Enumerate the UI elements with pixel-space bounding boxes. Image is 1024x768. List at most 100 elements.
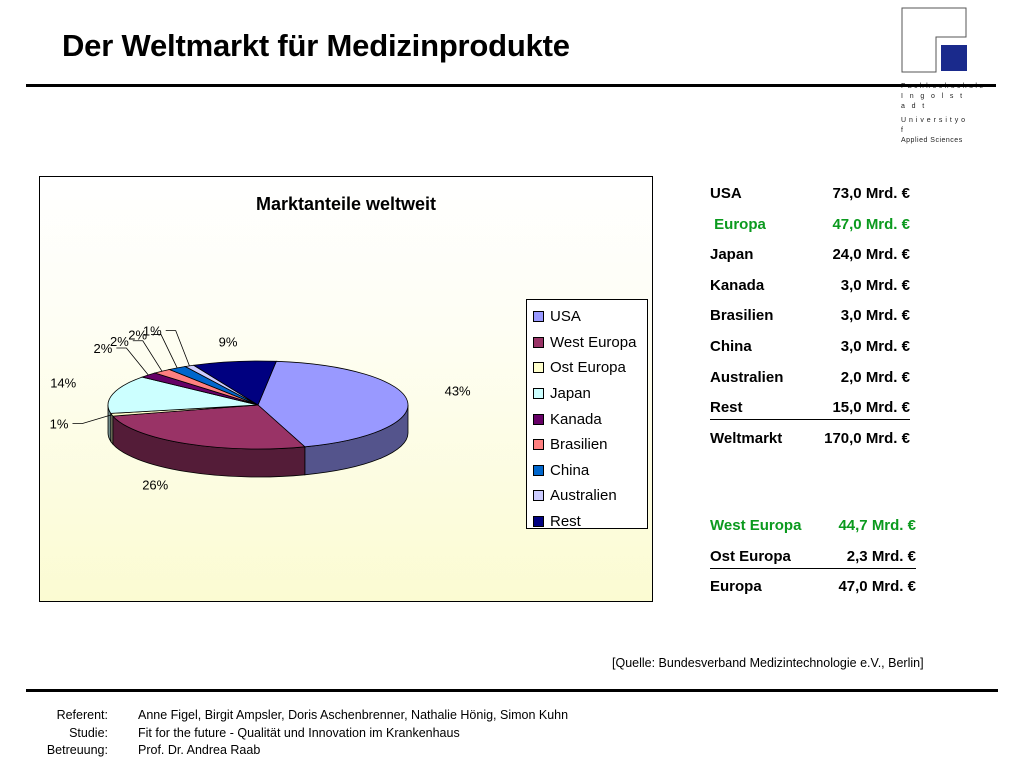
region-value: 47,0 Mrd. €	[832, 215, 910, 233]
leader-line-kanada	[116, 347, 149, 376]
market-row-rest: Rest 15,0 Mrd. €	[710, 399, 910, 421]
region-value: 2,0 Mrd. €	[840, 368, 910, 386]
region-label: West Europa	[710, 517, 802, 534]
pie-slice-west-europa	[112, 404, 306, 450]
legend-item-ost-europa: Ost Europa	[533, 355, 647, 381]
region-label: China	[710, 338, 752, 355]
region-label: Ost Europa	[710, 547, 791, 565]
source-citation: [Quelle: Bundesverband Medizintechnologi…	[612, 656, 924, 670]
legend-swatch	[533, 490, 544, 502]
legend-item-china: China	[533, 458, 647, 484]
region-value: 47,0 Mrd. €	[838, 578, 916, 596]
betreuung-label: Betreuung:	[46, 743, 108, 757]
europe-row-ost-europa: Ost Europa 2,3 Mrd. €	[710, 548, 916, 569]
data-label-australien: 1%	[143, 324, 162, 339]
logo-graphic	[901, 7, 967, 73]
data-label-japan: 14%	[50, 376, 76, 391]
betreuung-name: Prof. Dr. Andrea Raab	[138, 743, 261, 757]
legend-label: West Europa	[550, 333, 637, 351]
europe-row-west-europa: West Europa 44,7 Mrd. €	[710, 517, 916, 537]
legend-label: China	[550, 461, 590, 479]
data-label-rest: 9%	[219, 335, 238, 350]
market-row-europa: Europa 47,0 Mrd. €	[710, 216, 910, 236]
leader-line-ost-europa	[72, 414, 112, 424]
pie-sides	[107, 404, 409, 478]
legend-swatch	[533, 439, 544, 451]
leader-line-australien	[165, 330, 190, 367]
leader-line-china	[151, 334, 178, 369]
legend-item-japan: Japan	[533, 381, 647, 407]
legend-item-kanada: Kanada	[533, 406, 647, 432]
region-value: 2,3 Mrd. €	[846, 547, 916, 565]
legend-label: Ost Europa	[550, 359, 626, 377]
referent-label: Referent:	[56, 708, 108, 722]
legend-label: Brasilien	[550, 436, 608, 454]
region-value: 3,0 Mrd. €	[840, 338, 910, 355]
region-value: 44,7 Mrd. €	[838, 517, 916, 534]
studie-label: Studie:	[69, 725, 108, 740]
region-value: 170,0 Mrd. €	[824, 429, 910, 447]
legend-item-brasilien: Brasilien	[533, 432, 647, 458]
pie-top	[107, 360, 409, 450]
region-label: Kanada	[710, 276, 765, 294]
legend-label: Japan	[550, 385, 591, 403]
market-row-china: China 3,0 Mrd. €	[710, 338, 910, 358]
data-label-usa: 43%	[445, 384, 471, 399]
legend-item-rest: Rest	[533, 509, 647, 535]
region-label: Japan	[710, 246, 754, 264]
region-label: Rest	[710, 399, 743, 417]
market-row-weltmarkt: Weltmarkt 170,0 Mrd. €	[710, 430, 910, 450]
pie-chart-panel: Marktanteile weltweit 43% 26% 1% 14% 2% 2% 2% 1%…	[39, 176, 653, 602]
referent-names: Anne Figel, Birgit Ampsler, Doris Aschen…	[138, 708, 569, 722]
region-value: 3,0 Mrd. €	[840, 307, 910, 325]
legend-swatch	[533, 464, 544, 476]
legend-swatch	[533, 516, 544, 528]
leader-line-brasilien	[132, 340, 163, 372]
header-rule	[26, 84, 996, 87]
footer-rule	[26, 689, 998, 692]
region-value: 3,0 Mrd. €	[840, 276, 910, 294]
footer-labels: Referent: Studie: Betreuung:	[0, 707, 108, 760]
legend-swatch	[533, 388, 544, 400]
region-value: 73,0 Mrd. €	[832, 185, 910, 202]
logo-line-4: Applied Sciences	[901, 137, 963, 144]
region-value: 15,0 Mrd. €	[832, 399, 910, 417]
chart-legend: USA West Europa Ost Europa Japan Kanada Brasi…	[526, 299, 648, 530]
market-row-japan: Japan 24,0 Mrd. €	[710, 246, 910, 266]
region-value: 24,0 Mrd. €	[832, 246, 910, 264]
region-label: Europa	[710, 578, 762, 596]
data-label-brasilien: 2%	[110, 334, 129, 349]
legend-label: Australien	[550, 487, 617, 505]
legend-swatch	[533, 336, 544, 348]
data-label-ost-europa: 1%	[50, 417, 69, 432]
footer-values: Anne Figel, Birgit Ampsler, Doris Aschen…	[138, 707, 568, 760]
region-label: Europa	[710, 215, 766, 233]
legend-swatch	[533, 362, 544, 374]
logo-line-3: U n i v e r s i t y o f	[901, 117, 966, 134]
studie-title: Fit for the future - Qualität und Innova…	[138, 725, 460, 740]
region-label: Weltmarkt	[710, 429, 783, 447]
pie-data-labels: 43%26%1%14%2%2% 2%1%9%	[50, 324, 471, 493]
legend-label: Kanada	[550, 410, 602, 428]
legend-item-west-europa: West Europa	[533, 330, 647, 356]
data-label-china: 2%	[128, 328, 147, 343]
legend-swatch	[533, 311, 544, 323]
pie-slice-usa	[257, 360, 409, 448]
pie-slice-japan	[107, 376, 259, 414]
legend-label: USA	[550, 308, 581, 326]
market-row-australien: Australien 2,0 Mrd. €	[710, 369, 910, 389]
legend-swatch	[533, 413, 544, 425]
region-label: USA	[710, 185, 742, 202]
logo-line-2: I n g o l s t a d t	[901, 93, 965, 110]
market-row-usa: USA 73,0 Mrd. €	[710, 185, 910, 205]
data-label-west-europa: 26%	[142, 477, 168, 492]
region-label: Brasilien	[710, 307, 774, 325]
market-row-brasilien: Brasilien 3,0 Mrd. €	[710, 307, 910, 327]
market-row-kanada: Kanada 3,0 Mrd. €	[710, 277, 910, 297]
slide-title: Der Weltmarkt für Medizinprodukte	[62, 28, 570, 63]
legend-item-usa: USA	[533, 304, 647, 330]
region-label: Australien	[710, 368, 784, 386]
data-label-kanada: 2%	[94, 341, 113, 356]
pie-slice-rest	[192, 360, 277, 406]
